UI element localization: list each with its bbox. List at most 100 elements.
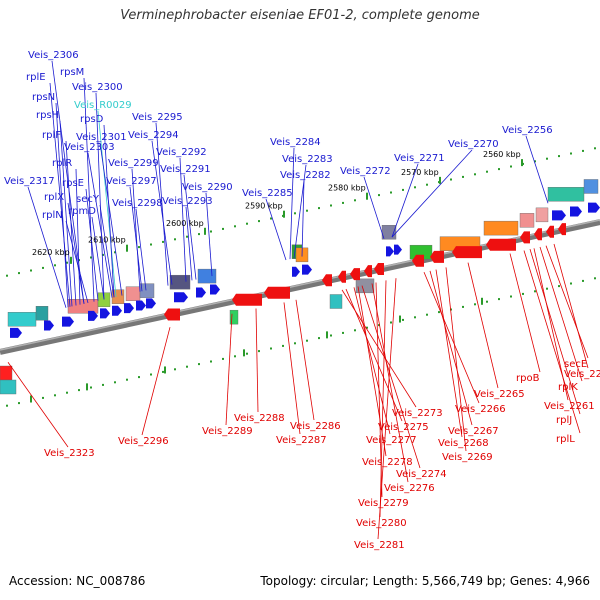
tick-lower xyxy=(78,389,80,392)
gene-block-top xyxy=(583,179,599,194)
tick-upper xyxy=(474,173,476,176)
tick-lower xyxy=(222,357,224,360)
gene-label-top: Veis_2282 xyxy=(280,170,331,181)
tick-lower xyxy=(342,331,344,334)
gene-label-bottom: Veis_2281 xyxy=(354,540,405,551)
leader-line-top xyxy=(363,176,385,239)
gene-label-top: Veis_2303 xyxy=(64,142,115,153)
gene-label-top: Veis_2301 xyxy=(76,132,127,143)
tick-upper xyxy=(234,225,236,228)
tick-upper xyxy=(54,264,56,267)
tick-lower xyxy=(390,321,392,324)
tick-lower xyxy=(402,318,404,321)
leader-line-bottom xyxy=(377,278,397,540)
gene-arrow-top xyxy=(174,292,188,303)
gene-label-top: Veis_2271 xyxy=(394,153,445,164)
scale-label: 2610 kbp xyxy=(88,236,126,245)
tick-major-upper xyxy=(521,159,523,167)
tick-lower xyxy=(522,292,524,295)
gene-label-top: Veis_2295 xyxy=(132,112,183,123)
tick-upper xyxy=(498,168,500,171)
leader-line-bottom xyxy=(545,245,589,359)
leader-line-bottom xyxy=(523,250,581,434)
leader-line-top xyxy=(97,110,117,297)
gene-block-bottom xyxy=(483,220,519,236)
tick-lower xyxy=(258,350,260,353)
leader-line-bottom xyxy=(423,271,480,404)
leader-line-bottom xyxy=(375,282,383,498)
gene-arrow-bottom xyxy=(412,254,424,267)
gene-label-top: rpsN xyxy=(32,92,55,103)
leader-line-top xyxy=(183,174,197,280)
gene-arrow-bottom xyxy=(264,286,290,299)
gene-label-bottom: Veis_2280 xyxy=(356,518,407,529)
tick-lower xyxy=(198,363,200,366)
gene-label-bottom: Veis_2265 xyxy=(474,389,525,400)
tick-upper xyxy=(90,256,92,259)
leader-line-top xyxy=(99,142,123,296)
scale-label: 2580 kbp xyxy=(328,184,366,193)
tick-upper xyxy=(222,227,224,230)
leader-line-top xyxy=(179,157,187,282)
gene-arrow-top xyxy=(124,303,134,314)
leader-line-top xyxy=(131,168,141,292)
tick-lower xyxy=(498,298,500,301)
leader-line-top xyxy=(151,140,173,285)
leader-line-top xyxy=(83,77,95,302)
gene-label-top: Veis_2272 xyxy=(340,166,391,177)
gene-label-bottom: Veis_2273 xyxy=(392,408,443,419)
leader-line-top xyxy=(87,152,113,298)
gene-label-bottom: Veis_2279 xyxy=(358,498,409,509)
tick-major-upper xyxy=(439,176,441,184)
tick-major-upper xyxy=(283,210,285,218)
gene-label-bottom: Veis_2287 xyxy=(276,435,327,446)
tick-lower xyxy=(594,277,596,280)
tick-major-upper xyxy=(204,227,206,235)
gene-label-top: Veis_2290 xyxy=(182,182,233,193)
gene-label-top: Veis_2291 xyxy=(160,164,211,175)
gene-label-top: Veis_2294 xyxy=(128,130,179,141)
gene-block-bottom xyxy=(329,294,343,309)
leader-line-bottom xyxy=(141,327,171,436)
gene-label-top: rplF xyxy=(42,130,61,141)
gene-arrow-top xyxy=(44,320,54,331)
leader-line-top xyxy=(95,92,105,300)
gene-arrow-bottom xyxy=(350,268,360,281)
leader-line-top xyxy=(91,216,105,300)
gene-arrow-top xyxy=(292,266,300,277)
leader-line-top xyxy=(49,82,71,307)
leader-line-bottom xyxy=(553,243,589,369)
tick-lower xyxy=(186,365,188,368)
leader-line-top xyxy=(185,206,193,281)
tick-upper xyxy=(378,194,380,197)
gene-label-top: secY xyxy=(76,194,100,205)
gene-arrow-bottom xyxy=(558,223,566,236)
gene-arrow-top xyxy=(100,308,110,319)
tick-upper xyxy=(426,183,428,186)
tick-lower xyxy=(306,339,308,342)
gene-label-bottom: Veis_2274 xyxy=(396,469,447,480)
label-layer: 2620 kbp 2610 kbp 2600 kbp 2590 kbp 2580 kbp… xyxy=(4,50,600,551)
scale-label: 2570 kbp xyxy=(401,168,439,177)
scale-label: 2590 kbp xyxy=(245,202,283,211)
gene-label-bottom: Veis_2323 xyxy=(44,448,95,459)
gene-arrow-bottom xyxy=(338,270,346,283)
tick-upper xyxy=(450,178,452,181)
gene-label-top: Veis_2285 xyxy=(242,188,293,199)
leader-line-bottom xyxy=(529,249,581,415)
leader-line-bottom xyxy=(255,308,259,413)
gene-block-bottom xyxy=(519,213,535,228)
tick-lower xyxy=(450,308,452,311)
tick-upper xyxy=(6,274,8,277)
tick-lower xyxy=(126,378,128,381)
leader-line-bottom xyxy=(225,313,233,426)
tick-upper xyxy=(486,170,488,173)
gene-label-bottom: Veis_2266 xyxy=(455,404,506,415)
gene-label-bottom: rpoB xyxy=(516,373,540,384)
tick-upper xyxy=(402,188,404,191)
leader-line-top xyxy=(293,164,307,259)
tick-upper xyxy=(138,246,140,249)
tick-lower xyxy=(414,316,416,319)
gene-block-bottom xyxy=(0,379,17,395)
leader-line-top xyxy=(85,188,99,301)
